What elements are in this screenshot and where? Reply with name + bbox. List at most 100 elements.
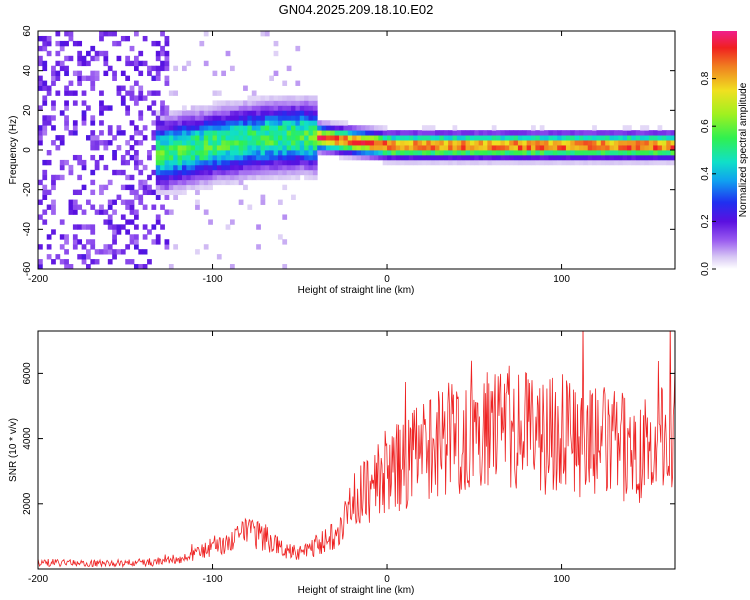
spectrogram-cell (657, 125, 663, 131)
spectrogram-cell (208, 120, 213, 126)
spectrogram-cell (243, 100, 248, 106)
spectrogram-cell (653, 154, 658, 161)
spectrogram-cell (605, 145, 610, 151)
spectrogram-cell (256, 154, 261, 161)
spectrogram-cell (260, 140, 266, 146)
spectrogram-cell (51, 174, 56, 181)
spectrogram-cell (221, 164, 227, 171)
spectrogram-cell (461, 154, 466, 161)
spectrogram-cell (282, 80, 288, 86)
spectrogram-cell (125, 110, 131, 116)
spectrogram-cell (312, 95, 318, 101)
spectrogram-cell (256, 224, 261, 230)
spectrogram-cell (208, 110, 213, 116)
spectrogram-cell (539, 150, 545, 156)
colorbar-tick-label: 0.0 (700, 262, 711, 276)
spectrogram-cell (68, 204, 74, 210)
spectrogram-cell (181, 65, 187, 72)
spectrogram-cell (142, 125, 148, 131)
spectrogram-cell (456, 140, 462, 146)
spectrogram-cell (186, 110, 192, 116)
spectrogram-cell (587, 154, 593, 161)
spectrogram-cell (369, 135, 375, 141)
spectrogram-cell (312, 159, 318, 166)
spectrogram-cell (221, 135, 227, 141)
spectrogram-cell (160, 154, 165, 161)
spectrogram-cell (256, 100, 261, 106)
spectrogram-cell (373, 145, 379, 151)
spectrogram-cell (609, 154, 615, 161)
spectrogram-cell (435, 154, 440, 161)
spectrogram-cell (491, 125, 497, 131)
spectrogram-cell (256, 130, 261, 136)
spectrogram-cell (155, 194, 161, 200)
spectrogram-cell (487, 140, 493, 146)
spectrogram-cell (234, 125, 240, 131)
spectrogram-cell (260, 150, 266, 156)
spectrogram-cell (46, 40, 52, 47)
spectrogram-cell (181, 105, 187, 111)
spectrogram-cell (535, 150, 541, 156)
spectrogram-cell (155, 90, 161, 96)
spectrogram-cell (103, 55, 109, 62)
spectrogram-cell (456, 150, 462, 156)
spectrogram-cell (670, 145, 675, 151)
y-tick-label: 60 (22, 25, 33, 37)
spectrogram-cell (347, 130, 353, 136)
spectrogram-cell (125, 75, 131, 81)
spectrogram-cell (68, 164, 74, 171)
spectrogram-cell (64, 100, 69, 106)
spectrogram-cell (142, 234, 148, 240)
spectrogram-cell (151, 65, 157, 72)
spectrogram-cell (644, 145, 650, 151)
spectrogram-cell (155, 70, 161, 77)
spectrogram-cell (504, 150, 510, 156)
spectrogram-cell (238, 120, 244, 126)
spectrogram-cell (304, 120, 309, 126)
spectrogram-cell (107, 140, 113, 146)
spectrogram-cell (212, 90, 218, 96)
spectrogram-cell (282, 239, 288, 245)
spectrogram-cell (46, 234, 52, 240)
spectrogram-cell (164, 60, 170, 67)
spectrogram-cell (85, 239, 91, 245)
spectrogram-cell (72, 224, 78, 230)
spectrogram-cell (382, 130, 388, 136)
spectrogram-cell (295, 110, 301, 116)
spectrogram-cell (251, 95, 257, 101)
spectrogram-cell (256, 125, 261, 131)
spectrogram-cell (116, 90, 122, 96)
spectrogram-cell (635, 140, 641, 146)
spectrogram-cell (195, 189, 200, 196)
spectrogram-cell (212, 130, 218, 136)
spectrogram-cell (269, 95, 275, 101)
x-tick-label: -100 (203, 274, 223, 285)
spectrogram-cell (234, 169, 240, 176)
spectrogram-cell (260, 110, 266, 116)
spectrogram-cell (68, 55, 74, 62)
spectrogram-cell (195, 140, 200, 146)
spectrogram-cell (653, 140, 658, 146)
spectrogram-cell (260, 199, 266, 205)
spectrogram-cell (277, 130, 283, 136)
spectrogram-cell (90, 85, 96, 91)
spectrogram-cell (238, 125, 244, 131)
spectrogram-cell (138, 184, 144, 191)
spectrogram-cell (203, 154, 209, 161)
spectrogram-cell (592, 140, 597, 146)
spectrogram-cell (635, 130, 641, 136)
spectrogram-cell (627, 125, 632, 131)
spectrogram-cell (574, 130, 580, 136)
spectrogram-cell (151, 239, 157, 245)
spectrogram-cell (155, 75, 161, 81)
spectrogram-cell (234, 105, 240, 111)
colorbar-tick-label: 0.8 (700, 71, 711, 85)
spectrogram-cell (229, 125, 235, 131)
spectrogram-cell (181, 120, 187, 126)
spectrogram-cell (59, 60, 65, 67)
spectrogram-cell (112, 70, 117, 77)
spectrogram-cell (42, 219, 48, 225)
spectrogram-cell (160, 189, 165, 196)
spectrogram-cell (308, 164, 314, 171)
spectrogram-cell (570, 150, 576, 156)
